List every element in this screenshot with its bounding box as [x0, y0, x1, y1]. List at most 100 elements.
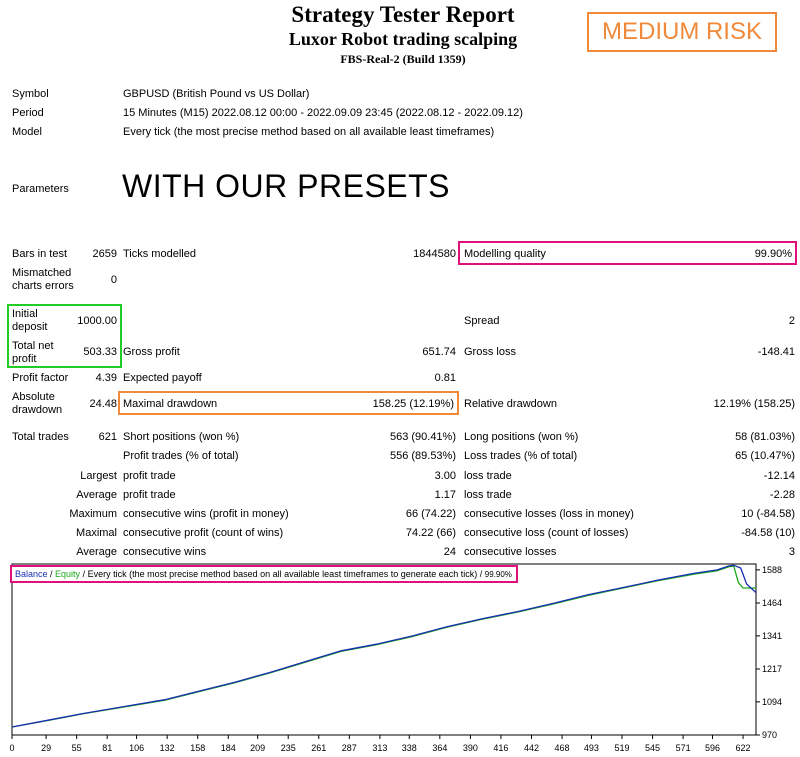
maximal-loss-value: -84.58 (10) — [741, 527, 795, 539]
ticks-value: 1844580 — [413, 248, 456, 260]
x-tick-label: 622 — [736, 743, 751, 753]
payoff-value: 0.81 — [434, 372, 456, 384]
x-tick-label: 235 — [281, 743, 296, 753]
bars-label: Bars in test — [12, 248, 68, 260]
x-tick-label: 596 — [705, 743, 720, 753]
deposit-label-2: deposit — [12, 321, 48, 333]
long-value: 58 (81.03%) — [735, 431, 795, 443]
maximal-profit-value: 74.22 (66) — [405, 527, 456, 539]
y-tick-label: 1094 — [762, 697, 782, 707]
legend-slash-2: / — [477, 569, 485, 579]
reldd-label: Relative drawdown — [464, 398, 557, 410]
absdd-value: 24.48 — [89, 398, 117, 410]
profit-trades-value: 556 (89.53%) — [389, 450, 456, 462]
y-tick-label: 970 — [762, 730, 777, 740]
grossprofit-value: 651.74 — [422, 346, 456, 358]
deposit-profit-highlight — [7, 304, 122, 368]
largest-loss-label: loss trade — [464, 470, 512, 482]
legend-quality: 99.90% — [484, 570, 512, 579]
largest-label: Largest — [80, 470, 117, 482]
maximal-profit-label: consecutive profit (count of wins) — [123, 527, 284, 539]
x-tick-label: 184 — [221, 743, 236, 753]
average-loss-value: -2.28 — [769, 489, 795, 501]
x-tick-label: 132 — [160, 743, 175, 753]
absdd-label-2: drawdown — [12, 404, 63, 416]
avg-cons-losses-label: consecutive losses — [464, 546, 557, 558]
model-label: Model — [12, 126, 42, 138]
period-label: Period — [12, 107, 44, 119]
maxdd-highlight — [118, 391, 459, 415]
max-cons-losses-value: 10 (-84.58) — [741, 508, 795, 520]
parameters-label: Parameters — [12, 183, 69, 195]
maxdd-label: Maximal drawdown — [123, 398, 218, 410]
x-tick-label: 287 — [342, 743, 357, 753]
x-tick-label: 571 — [676, 743, 691, 753]
payoff-label: Expected payoff — [123, 372, 202, 384]
average-label: Average — [76, 489, 117, 501]
long-label: Long positions (won %) — [464, 431, 579, 443]
x-tick-label: 0 — [9, 743, 14, 753]
mismatch-label-2: charts errors — [12, 280, 74, 292]
report-subtitle: Luxor Robot trading scalping — [288, 29, 518, 49]
max-cons-losses-label: consecutive losses (loss in money) — [464, 508, 634, 520]
symbol-value: GBPUSD (British Pound vs US Dollar) — [123, 88, 310, 100]
bars-value: 2659 — [92, 248, 117, 260]
absdd-label-1: Absolute — [12, 391, 55, 403]
server-name: FBS-Real-2 (Build 1359) — [340, 52, 466, 66]
quality-highlight — [458, 241, 797, 265]
x-tick-label: 468 — [555, 743, 570, 753]
netprofit-label-1: Total net — [12, 340, 54, 352]
x-tick-label: 261 — [311, 743, 326, 753]
grossloss-label: Gross loss — [464, 346, 516, 358]
risk-badge: MEDIUM RISK — [587, 12, 777, 52]
deposit-label-1: Initial — [12, 308, 38, 320]
maximal-loss-label: consecutive loss (count of losses) — [464, 527, 629, 539]
average-cons-label: Average — [76, 546, 117, 558]
y-axis-ticks: 1588 1464 1341 1217 1094 970 — [756, 565, 782, 740]
short-label: Short positions (won %) — [123, 431, 240, 443]
chart-legend: Balance / Equity / Every tick (the most … — [15, 569, 512, 579]
x-tick-label: 416 — [493, 743, 508, 753]
short-value: 563 (90.41%) — [389, 431, 456, 443]
x-tick-label: 390 — [463, 743, 478, 753]
report-title: Strategy Tester Report — [291, 2, 515, 27]
quality-label: Modelling quality — [464, 248, 546, 260]
mismatch-value: 0 — [110, 274, 117, 286]
profit-trades-label: Profit trades (% of total) — [123, 450, 239, 462]
ticks-label: Ticks modelled — [123, 248, 196, 260]
avg-cons-wins-label: consecutive wins — [123, 546, 207, 558]
legend-highlight — [10, 565, 518, 583]
x-tick-label: 158 — [190, 743, 205, 753]
max-cons-wins-value: 66 (74.22) — [405, 508, 456, 520]
maxdd-value: 158.25 (12.19%) — [372, 398, 454, 410]
x-tick-label: 545 — [645, 743, 660, 753]
total-trades-value: 621 — [98, 431, 117, 443]
x-tick-label: 364 — [432, 743, 447, 753]
x-tick-label: 106 — [129, 743, 144, 753]
largest-profit-label: profit trade — [123, 470, 176, 482]
legend-text: / Every tick (the most precise method ba… — [80, 569, 478, 579]
x-tick-label: 29 — [41, 743, 51, 753]
x-tick-label: 338 — [402, 743, 417, 753]
grossprofit-label: Gross profit — [123, 346, 180, 358]
legend-equity: Equity — [55, 569, 81, 579]
parameters-value: WITH OUR PRESETS — [122, 168, 451, 204]
spread-label: Spread — [464, 315, 500, 327]
balance-equity-chart: 1588 1464 1341 1217 1094 970 0 29 55 81 106 132 158… — [9, 563, 782, 753]
x-tick-label: 442 — [524, 743, 539, 753]
maximum-label: Maximum — [69, 508, 117, 520]
avg-cons-wins-value: 24 — [443, 546, 456, 558]
legend-slash: / — [47, 569, 56, 579]
pf-label: Profit factor — [12, 372, 69, 384]
plot-area — [11, 563, 757, 736]
symbol-label: Symbol — [12, 88, 49, 100]
grossloss-value: -148.41 — [757, 346, 795, 358]
deposit-value: 1000.00 — [77, 315, 117, 327]
y-tick-label: 1217 — [762, 664, 782, 674]
average-profit-label: profit trade — [123, 489, 176, 501]
period-value: 15 Minutes (M15) 2022.08.12 00:00 - 2022… — [123, 107, 523, 119]
x-tick-label: 55 — [72, 743, 82, 753]
netprofit-label-2: profit — [12, 353, 37, 365]
maximal-label: Maximal — [76, 527, 117, 539]
largest-profit-value: 3.00 — [434, 470, 456, 482]
